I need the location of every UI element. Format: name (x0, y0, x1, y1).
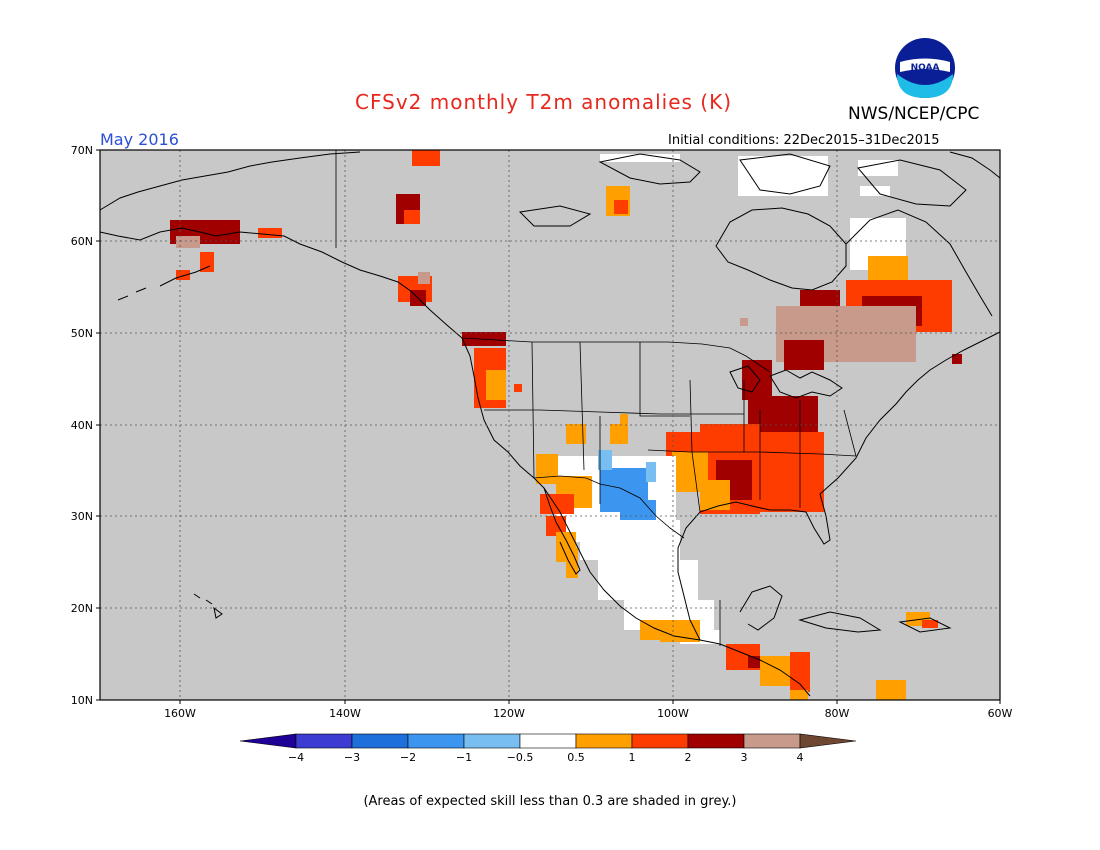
anomaly-cell (614, 200, 628, 214)
legend-label: −0.5 (507, 751, 534, 764)
anomaly-cell (566, 548, 578, 578)
anomaly-cell (176, 270, 190, 280)
legend-swatch (351, 733, 409, 749)
lat-label: 70N (71, 144, 93, 157)
legend-label: 2 (685, 751, 692, 764)
anomaly-cell (790, 652, 810, 692)
anomaly-cell (176, 236, 200, 248)
anomaly-cell (620, 414, 628, 424)
anomaly-cell (860, 186, 890, 196)
coastlines (99, 151, 1001, 697)
lon-label: 120W (493, 707, 525, 720)
anomaly-cell (784, 340, 824, 370)
legend-arrow-low (239, 733, 297, 749)
anomaly-cell (740, 318, 748, 326)
anomaly-cell (760, 656, 790, 686)
anomaly-cell (418, 272, 430, 284)
anomaly-cell (412, 150, 440, 166)
anomaly-cell (566, 424, 586, 444)
legend-label: 0.5 (567, 751, 585, 764)
lon-label: 160W (164, 707, 196, 720)
legend-swatch (687, 733, 745, 749)
agency-label: NWS/NCEP/CPC (848, 104, 980, 124)
lon-labels: 160W 140W 120W 100W 80W 60W (164, 707, 1012, 720)
lon-label: 80W (825, 707, 850, 720)
legend-swatch (631, 733, 689, 749)
lat-label: 60N (71, 235, 93, 248)
legend-swatch (519, 733, 577, 749)
anomaly-cell (660, 628, 700, 642)
axis-ticks (96, 149, 1001, 704)
logo-text: NOAA (911, 63, 940, 73)
lon-label: 100W (657, 707, 689, 720)
anomaly-cell (738, 156, 828, 196)
anomaly-cell (514, 384, 522, 392)
anomaly-cell (600, 154, 680, 162)
anomaly-cell (536, 454, 558, 484)
anomaly-cell (258, 228, 282, 238)
anomaly-cell (790, 690, 808, 700)
anomaly-cell (580, 520, 680, 560)
legend-arrow-high (799, 733, 857, 749)
anomaly-cell (672, 452, 708, 492)
anomaly-cell (486, 370, 506, 400)
borders (335, 150, 857, 646)
anomaly-cell (952, 354, 962, 364)
anomaly-cell (858, 160, 898, 176)
lat-label: 20N (71, 602, 93, 615)
color-legend: −4 −3 −2 −1 −0.5 0.5 1 2 3 4 (239, 733, 857, 764)
lat-label: 10N (71, 694, 93, 707)
legend-swatch (463, 733, 521, 749)
lon-label: 60W (988, 707, 1013, 720)
lat-label: 30N (71, 510, 93, 523)
anomaly-cell (868, 256, 908, 280)
skill-footnote: (Areas of expected skill less than 0.3 a… (363, 794, 737, 809)
legend-label: 1 (629, 751, 636, 764)
anomaly-cell (876, 680, 906, 700)
initial-conditions: Initial conditions: 22Dec2015–31Dec2015 (668, 133, 940, 148)
anomaly-cell (646, 462, 656, 482)
legend-swatch (743, 733, 801, 749)
anomaly-cell (598, 450, 612, 470)
map-title: CFSv2 monthly T2m anomalies (K) (355, 90, 732, 114)
graticule (100, 150, 1000, 700)
legend-label: 3 (741, 751, 748, 764)
legend-label: −4 (288, 751, 304, 764)
legend-label: 4 (797, 751, 804, 764)
anomaly-cell (200, 252, 214, 272)
legend-swatch (407, 733, 465, 749)
legend-swatch (295, 733, 353, 749)
anomaly-cell (404, 210, 420, 224)
lat-label: 40N (71, 419, 93, 432)
legend-label: −3 (344, 751, 360, 764)
anomaly-cell (610, 424, 628, 444)
noaa-logo: NOAA (895, 38, 955, 98)
legend-label: −1 (456, 751, 472, 764)
anomaly-cells (170, 150, 962, 700)
lon-label: 140W (329, 707, 361, 720)
lat-labels: 70N 60N 50N 40N 30N 20N 10N (71, 144, 93, 707)
anomaly-cell (540, 494, 574, 514)
forecast-month: May 2016 (100, 130, 179, 149)
legend-label: −2 (400, 751, 416, 764)
anomaly-cell (742, 432, 824, 512)
lat-label: 50N (71, 327, 93, 340)
legend-swatch (575, 733, 633, 749)
anomaly-cell (598, 560, 698, 600)
anomaly-cell (922, 620, 938, 628)
